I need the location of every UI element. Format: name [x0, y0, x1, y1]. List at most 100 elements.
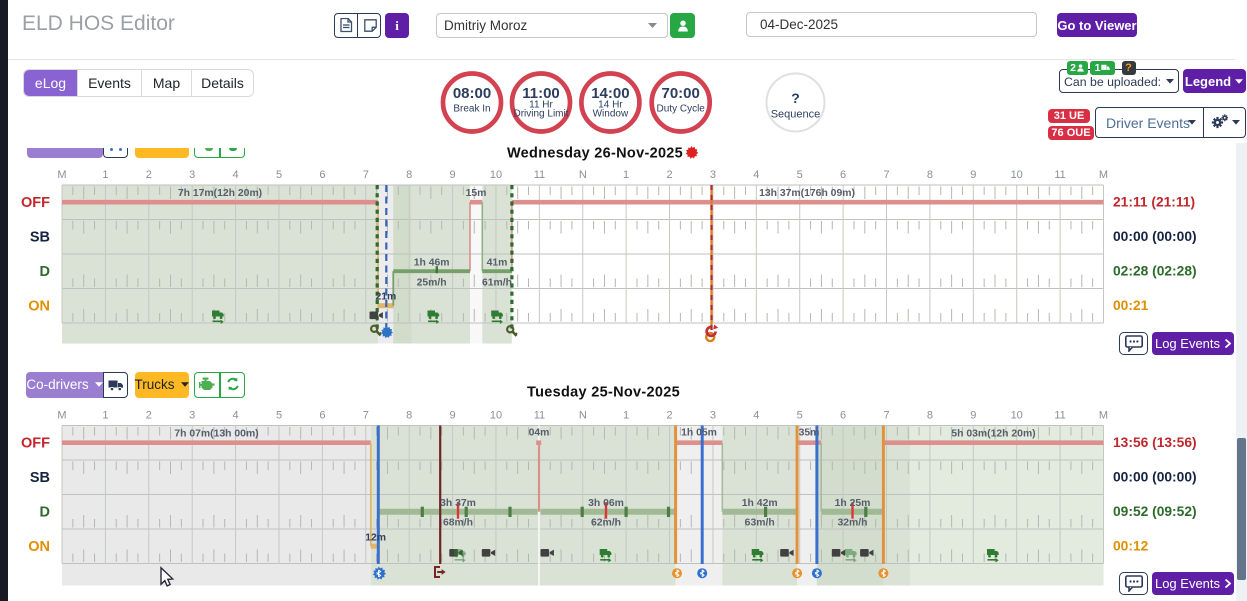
svg-text:8: 8 [927, 410, 933, 422]
svg-text:4: 4 [753, 410, 759, 422]
svg-text:15m: 15m [466, 188, 487, 199]
svg-text:7: 7 [363, 169, 369, 181]
svg-text:13:56 (13:56): 13:56 (13:56) [1113, 435, 1197, 450]
svg-text:Break In: Break In [453, 104, 490, 115]
svg-text:4: 4 [753, 169, 759, 181]
svg-text:D: D [40, 505, 50, 521]
svg-text:09:52 (09:52): 09:52 (09:52) [1113, 504, 1197, 519]
svg-text:?: ? [791, 90, 800, 106]
svg-text:M: M [1099, 169, 1108, 181]
svg-text:63m/h: 63m/h [745, 518, 775, 529]
svg-text:11: 11 [1054, 169, 1065, 181]
svg-text:61m/h: 61m/h [482, 278, 512, 289]
svg-text:62m/h: 62m/h [591, 518, 621, 529]
svg-text:13h 37m(176h 09m): 13h 37m(176h 09m) [759, 188, 855, 199]
svg-text:21:11 (21:11): 21:11 (21:11) [1113, 195, 1195, 210]
svg-text:M: M [1099, 410, 1108, 422]
svg-text:7h 07m(13h 00m): 7h 07m(13h 00m) [174, 429, 258, 440]
svg-text:1h 05m: 1h 05m [681, 428, 717, 439]
svg-text:14 Hr: 14 Hr [598, 100, 623, 111]
svg-text:SB: SB [30, 470, 50, 486]
svg-text:9: 9 [970, 410, 976, 422]
svg-text:Duty Cycle: Duty Cycle [657, 104, 706, 115]
svg-text:00:21: 00:21 [1113, 298, 1149, 313]
svg-text:M: M [57, 169, 66, 181]
svg-text:9: 9 [450, 169, 456, 181]
svg-text:OFF: OFF [21, 195, 50, 211]
svg-text:3: 3 [189, 169, 195, 181]
svg-text:2: 2 [146, 410, 152, 422]
svg-text:1: 1 [102, 410, 108, 422]
svg-text:3h 37m: 3h 37m [440, 498, 476, 509]
svg-text:1: 1 [623, 169, 629, 181]
svg-text:5: 5 [276, 169, 282, 181]
svg-text:41m: 41m [487, 258, 508, 269]
svg-text:7: 7 [883, 410, 889, 422]
svg-text:3h 06m: 3h 06m [588, 498, 624, 509]
svg-text:10: 10 [1011, 410, 1023, 422]
svg-text:8: 8 [406, 169, 412, 181]
svg-text:11: 11 [534, 410, 545, 422]
svg-text:ON: ON [28, 539, 50, 555]
svg-text:5: 5 [797, 410, 803, 422]
svg-text:7h 17m(12h 20m): 7h 17m(12h 20m) [178, 188, 262, 199]
svg-text:11: 11 [1054, 410, 1065, 422]
svg-text:14:00: 14:00 [591, 85, 629, 102]
svg-text:5: 5 [276, 410, 282, 422]
svg-text:1: 1 [102, 169, 108, 181]
svg-text:ON: ON [28, 299, 50, 315]
svg-text:25m/h: 25m/h [417, 278, 447, 289]
svg-text:11:00: 11:00 [522, 85, 560, 102]
svg-text:1h 25m: 1h 25m [835, 498, 871, 509]
svg-text:2: 2 [666, 169, 672, 181]
svg-text:00:12: 00:12 [1113, 539, 1149, 554]
svg-text:32m/h: 32m/h [837, 518, 867, 529]
svg-text:SB: SB [30, 230, 50, 246]
svg-text:Driving Limit: Driving Limit [513, 109, 568, 120]
svg-text:Sequence: Sequence [771, 109, 821, 121]
svg-text:1h 46m: 1h 46m [414, 258, 450, 269]
svg-text:M: M [57, 410, 66, 422]
svg-text:3: 3 [710, 410, 716, 422]
svg-text:35m: 35m [799, 428, 820, 439]
svg-text:Tuesday 25-Nov-2025: Tuesday 25-Nov-2025 [527, 385, 680, 401]
svg-text:3: 3 [710, 169, 716, 181]
svg-text:00:00 (00:00): 00:00 (00:00) [1113, 470, 1197, 485]
svg-text:6: 6 [840, 169, 846, 181]
svg-text:6: 6 [319, 410, 325, 422]
svg-text:02:28 (02:28): 02:28 (02:28) [1113, 264, 1197, 279]
svg-text:3: 3 [189, 410, 195, 422]
svg-text:8: 8 [927, 169, 933, 181]
svg-text:2: 2 [666, 410, 672, 422]
svg-text:7: 7 [363, 410, 369, 422]
svg-text:9: 9 [450, 410, 456, 422]
svg-text:9: 9 [970, 169, 976, 181]
svg-text:1h 42m: 1h 42m [742, 498, 778, 509]
svg-text:5h 03m(12h 20m): 5h 03m(12h 20m) [951, 429, 1035, 440]
svg-text:4: 4 [233, 169, 239, 181]
svg-text:10: 10 [490, 410, 502, 422]
svg-text:1: 1 [623, 410, 629, 422]
svg-text:11: 11 [534, 169, 545, 181]
svg-text:N: N [579, 169, 587, 181]
svg-text:6: 6 [840, 410, 846, 422]
svg-text:OFF: OFF [21, 436, 50, 452]
svg-text:10: 10 [1011, 169, 1023, 181]
svg-text:12m: 12m [365, 533, 386, 544]
svg-text:04m: 04m [529, 428, 550, 439]
svg-text:10: 10 [490, 169, 502, 181]
svg-text:8: 8 [406, 410, 412, 422]
svg-text:7: 7 [883, 169, 889, 181]
svg-text:11 Hr: 11 Hr [529, 100, 553, 111]
svg-text:N: N [579, 410, 587, 422]
svg-text:21m: 21m [376, 292, 397, 303]
svg-text:08:00: 08:00 [453, 85, 491, 102]
svg-text:Wednesday 26-Nov-2025: Wednesday 26-Nov-2025 [507, 146, 683, 162]
svg-text:4: 4 [233, 410, 239, 422]
svg-text:6: 6 [319, 169, 325, 181]
svg-text:00:00 (00:00): 00:00 (00:00) [1113, 229, 1197, 244]
svg-text:70:00: 70:00 [662, 85, 700, 102]
svg-text:Window: Window [593, 109, 629, 120]
svg-text:D: D [40, 264, 50, 280]
svg-text:2: 2 [146, 169, 152, 181]
